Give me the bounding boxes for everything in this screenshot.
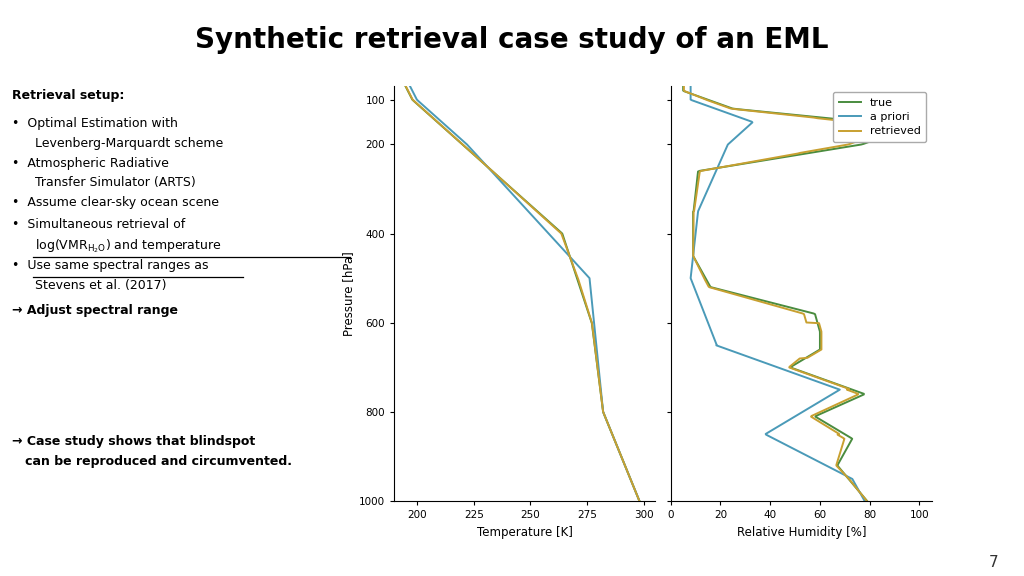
Text: log(VMR$_{\mathregular{H_2O}}$) and temperature: log(VMR$_{\mathregular{H_2O}}$) and temp… <box>35 237 221 255</box>
Text: •  Assume clear-sky ocean scene: • Assume clear-sky ocean scene <box>12 196 219 209</box>
X-axis label: Relative Humidity [%]: Relative Humidity [%] <box>736 526 866 539</box>
Text: 7: 7 <box>989 555 998 570</box>
Text: •  Atmospheric Radiative: • Atmospheric Radiative <box>12 157 169 170</box>
Text: •  Simultaneous retrieval of: • Simultaneous retrieval of <box>12 218 185 231</box>
Y-axis label: Pressure [hPa]: Pressure [hPa] <box>342 251 355 336</box>
Text: can be reproduced and circumvented.: can be reproduced and circumvented. <box>12 455 292 468</box>
Text: → Case study shows that blindspot: → Case study shows that blindspot <box>12 435 256 448</box>
Text: •  Use same spectral ranges as: • Use same spectral ranges as <box>12 259 209 272</box>
X-axis label: Temperature [K]: Temperature [K] <box>477 526 572 539</box>
Text: Levenberg-Marquardt scheme: Levenberg-Marquardt scheme <box>35 137 223 150</box>
Legend: true, a priori, retrieved: true, a priori, retrieved <box>834 92 927 142</box>
Text: Synthetic retrieval case study of an EML: Synthetic retrieval case study of an EML <box>196 26 828 54</box>
Text: Stevens et al. (2017): Stevens et al. (2017) <box>35 279 166 292</box>
Text: Retrieval setup:: Retrieval setup: <box>12 89 125 103</box>
Text: Transfer Simulator (ARTS): Transfer Simulator (ARTS) <box>35 176 196 189</box>
Text: → Adjust spectral range: → Adjust spectral range <box>12 304 178 317</box>
Text: •  Optimal Estimation with: • Optimal Estimation with <box>12 117 178 130</box>
